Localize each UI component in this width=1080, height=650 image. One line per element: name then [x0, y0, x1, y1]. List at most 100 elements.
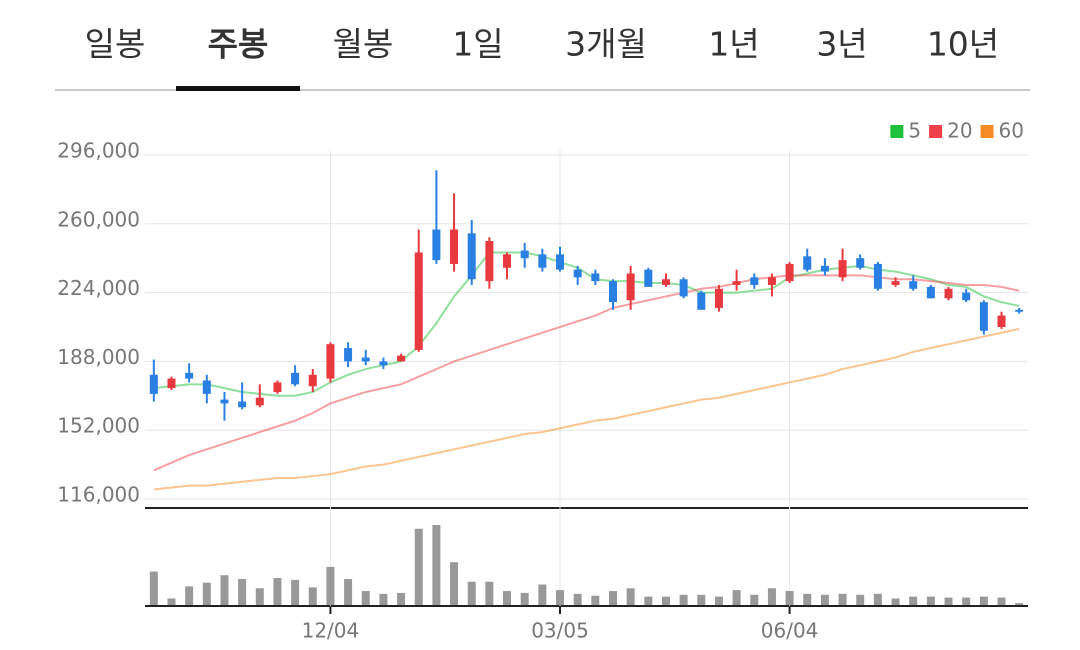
candle-body: [591, 273, 600, 282]
candle-body: [308, 374, 317, 387]
volume-bar: [803, 593, 812, 605]
volume-bar: [679, 594, 688, 605]
moving-average-line: [153, 274, 1020, 472]
volume-bar: [149, 571, 158, 605]
volume-bar: [379, 593, 388, 605]
y-tick-label: 116,000: [57, 483, 140, 507]
legend-swatch: [890, 125, 904, 138]
volume-bar: [556, 590, 565, 605]
candle-body: [202, 380, 211, 394]
candle-body: [167, 378, 176, 389]
candle-body: [644, 269, 653, 287]
volume-bar: [785, 591, 794, 605]
y-tick-label: 296,000: [57, 139, 140, 163]
x-tick-label: 12/04: [302, 619, 360, 643]
legend-label: 5: [908, 119, 921, 143]
candle-body: [944, 288, 953, 299]
volume-bar: [503, 591, 512, 605]
candle-body: [450, 229, 459, 264]
candle-body: [891, 281, 900, 285]
x-tick-label: 06/04: [761, 619, 819, 643]
candle-body: [503, 254, 512, 268]
tab[interactable]: 3개월: [565, 25, 647, 64]
tab[interactable]: 일봉: [85, 25, 146, 64]
moving-average-line: [153, 327, 1020, 491]
tab[interactable]: 3년: [816, 25, 867, 64]
moving-average-line: [153, 251, 1020, 397]
volume-bar: [185, 586, 194, 605]
volume-bar: [397, 592, 406, 605]
y-tick-label: 188,000: [57, 345, 140, 369]
volume-bar: [767, 588, 776, 605]
candle-body: [361, 357, 370, 362]
y-tick-label: 152,000: [57, 414, 140, 438]
candle-body: [467, 233, 476, 280]
candle-body: [414, 252, 423, 350]
candle-body: [838, 260, 847, 278]
volume-bar: [838, 593, 847, 605]
volume-bar: [291, 579, 300, 605]
volume-bar: [979, 596, 988, 605]
candle-body: [185, 372, 194, 379]
candle-body: [291, 372, 300, 385]
volume-bar: [732, 590, 741, 605]
tab[interactable]: 10년: [927, 25, 999, 64]
candle-body: [803, 256, 812, 270]
candle-body: [750, 277, 759, 285]
volume-bar: [326, 566, 335, 605]
candle-body: [432, 229, 441, 261]
volume-bar: [697, 594, 706, 605]
tab-selected-underline: [176, 86, 300, 91]
volume-bar: [714, 596, 723, 605]
legend-swatch: [929, 125, 943, 138]
candle-body: [732, 281, 741, 285]
volume-bar: [520, 592, 529, 605]
volume-bar: [450, 562, 459, 605]
volume-bar: [308, 587, 317, 605]
candle-body: [856, 258, 865, 268]
volume-bar: [891, 598, 900, 605]
candle-body: [714, 288, 723, 308]
volume-bar: [626, 588, 635, 605]
candle-body: [820, 265, 829, 272]
volume-bar: [485, 581, 494, 605]
volume-bar: [361, 591, 370, 605]
candle-body: [238, 401, 247, 408]
volume-bar: [944, 597, 953, 605]
candle-body: [962, 292, 971, 301]
volume-bar: [591, 595, 600, 605]
volume-bar: [538, 584, 547, 605]
volume-bar: [238, 578, 247, 605]
candle-body: [873, 263, 882, 289]
candle-body: [255, 397, 264, 406]
x-tick-label: 03/05: [531, 619, 589, 643]
volume-bar: [820, 594, 829, 605]
volume-bar: [167, 598, 176, 605]
volume-bar: [909, 596, 918, 605]
y-tick-label: 224,000: [57, 276, 140, 300]
volume-bar: [750, 594, 759, 605]
candle-body: [661, 279, 670, 285]
candle-body: [997, 315, 1006, 327]
volume-bar: [344, 578, 353, 605]
tab[interactable]: 1년: [708, 25, 759, 64]
candle-body: [767, 277, 776, 285]
candle-body: [1015, 309, 1024, 312]
volume-bar: [644, 596, 653, 605]
volume-bar: [432, 525, 441, 605]
candle-body: [379, 361, 388, 366]
tab[interactable]: 1일: [452, 25, 503, 64]
tab[interactable]: 월봉: [333, 25, 394, 64]
candle-body: [785, 263, 794, 282]
candle-body: [926, 286, 935, 299]
legend-swatch: [980, 125, 994, 138]
candle-body: [697, 292, 706, 310]
candle-body: [344, 348, 353, 362]
volume-bar: [220, 575, 229, 605]
tab[interactable]: 주봉: [208, 25, 269, 64]
volume-bar: [573, 593, 582, 605]
volume-bar: [202, 582, 211, 605]
volume-bar: [414, 528, 423, 605]
